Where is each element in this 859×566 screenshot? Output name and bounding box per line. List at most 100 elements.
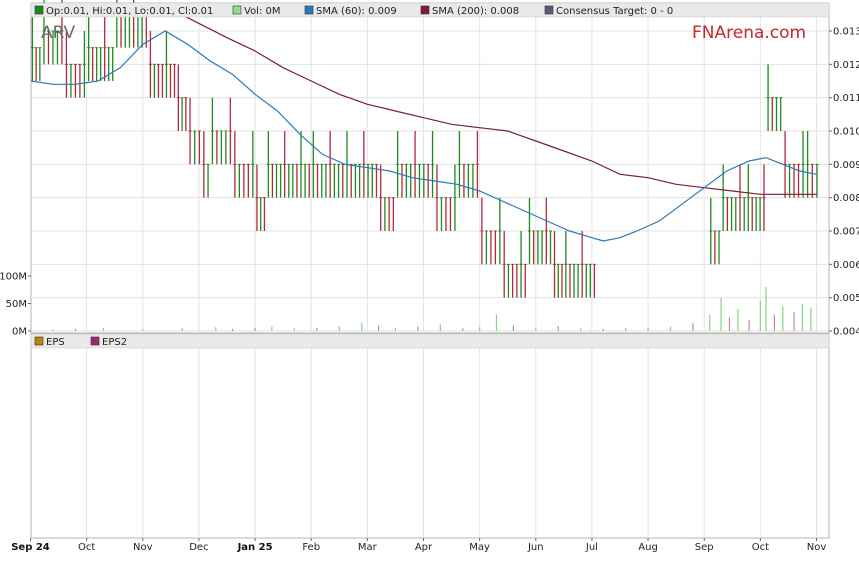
price-panel-frame	[30, 2, 830, 334]
time-axis: Sep 24 Oct Nov Dec Jan 25 Feb Mar Apr May Jun Jul A…	[11, 538, 826, 553]
volume-bar	[479, 327, 481, 331]
volume-bar	[142, 328, 144, 331]
x-tick-label: Feb	[302, 542, 320, 553]
volume-bars	[52, 287, 812, 331]
volume-bar	[417, 326, 419, 331]
volume-bar	[669, 326, 672, 331]
price-bars	[30, 0, 819, 298]
volume-bar	[181, 328, 183, 331]
x-tick-label: Oct	[78, 542, 95, 553]
volume-bar	[782, 306, 784, 331]
price-tick-label: 0.009	[833, 160, 859, 171]
volume-bar	[602, 328, 604, 331]
x-tick-label: Mar	[358, 542, 378, 553]
legend-label: Consensus Target: 0 - 0	[556, 6, 673, 17]
x-tick-label: Oct	[752, 542, 769, 553]
price-legend: Op:0.01, Hi:0.01, Lo:0.01, Cl:0.01 Vol: 0…	[34, 5, 673, 17]
price-tick-label: 0.007	[833, 227, 859, 238]
volume-bar	[748, 320, 750, 331]
volume-bar	[737, 309, 739, 331]
volume-bar	[439, 324, 441, 331]
volume-bar	[293, 328, 295, 331]
eps-legend-bar	[30, 333, 830, 349]
maroon-square-icon	[420, 5, 430, 15]
volume-bar	[232, 328, 234, 331]
purple-square-icon	[90, 336, 100, 346]
volume-bar	[720, 298, 722, 331]
volume-bar	[759, 300, 761, 331]
volume-bar	[316, 327, 318, 331]
volume-bar	[495, 314, 498, 331]
legend-label: EPS	[46, 337, 65, 348]
volume-tick-label: 100M	[0, 272, 27, 283]
volume-bar	[765, 287, 767, 331]
price-tick-label: 0.011	[833, 93, 859, 104]
slate-square-icon	[544, 5, 554, 15]
x-tick-label: Sep 24	[11, 542, 50, 553]
volume-bar	[394, 327, 397, 331]
legend-label: SMA (200): 0.008	[432, 6, 519, 17]
price-axis: 0.004 0.005 0.006 0.007 0.008 0.009 0.010 0.011…	[829, 27, 859, 338]
volume-bar	[709, 314, 711, 331]
volume-bar	[52, 329, 54, 331]
fnarena-logo: FNArena.com	[692, 23, 806, 43]
volume-bar	[102, 327, 105, 331]
light-green-square-icon	[232, 5, 242, 15]
sma-200-line	[159, 2, 817, 195]
x-tick-label: Nov	[807, 542, 827, 553]
volume-tick-label: 0M	[12, 327, 27, 338]
x-tick-label: May	[469, 542, 490, 553]
x-tick-label: Dec	[189, 542, 208, 553]
volume-bar	[215, 327, 217, 331]
legend-label: Vol: 0M	[244, 6, 281, 17]
olive-square-icon	[34, 336, 44, 346]
legend-label: EPS2	[102, 337, 127, 348]
x-tick-label: Jan 25	[237, 542, 273, 553]
eps-panel-frame	[30, 333, 830, 539]
volume-bar	[580, 328, 582, 331]
volume-bar	[557, 326, 559, 331]
x-tick-label: Jun	[527, 542, 544, 553]
volume-bar	[361, 322, 363, 331]
price-tick-label: 0.012	[833, 60, 859, 71]
volume-bar	[625, 327, 627, 331]
price-tick-label: 0.005	[833, 293, 859, 304]
price-tick-label: 0.008	[833, 193, 859, 204]
volume-bar	[271, 326, 273, 331]
volume-bar	[535, 327, 537, 331]
volume-axis: 0M 50M 100M	[0, 272, 31, 338]
legend-label: SMA (60): 0.009	[316, 6, 397, 17]
price-tick-label: 0.013	[833, 27, 859, 38]
green-square-icon	[34, 5, 44, 15]
legend-label: Op:0.01, Hi:0.01, Lo:0.01, Cl:0.01	[46, 6, 213, 17]
volume-tick-label: 50M	[6, 299, 27, 310]
volume-bar	[728, 317, 731, 331]
volume-bar	[647, 328, 649, 331]
volume-bar	[692, 323, 694, 331]
price-tick-label: 0.004	[833, 327, 859, 338]
price-legend-bar	[30, 2, 830, 18]
volume-bar	[801, 303, 804, 331]
volume-bar	[377, 325, 380, 331]
eps-legend: EPS EPS2	[34, 336, 127, 348]
x-tick-label: Jul	[585, 542, 598, 553]
price-tick-label: 0.010	[833, 127, 859, 138]
volume-bar	[793, 311, 795, 331]
sma-60-line	[30, 30, 817, 242]
volume-bar	[254, 327, 256, 331]
x-tick-label: Aug	[638, 542, 658, 553]
x-tick-label: Sep	[695, 542, 714, 553]
volume-bar	[773, 314, 775, 331]
volume-bar	[338, 326, 340, 331]
x-tick-label: Apr	[415, 542, 433, 553]
volume-bar	[462, 328, 464, 331]
x-tick-label: Nov	[133, 542, 153, 553]
price-tick-label: 0.006	[833, 260, 859, 271]
blue-square-icon	[304, 5, 314, 15]
price-grid	[31, 17, 829, 333]
volume-bar	[512, 325, 514, 331]
ticker-label: ARV	[41, 23, 76, 43]
eps-grid	[86, 348, 817, 538]
volume-bar	[74, 328, 77, 331]
